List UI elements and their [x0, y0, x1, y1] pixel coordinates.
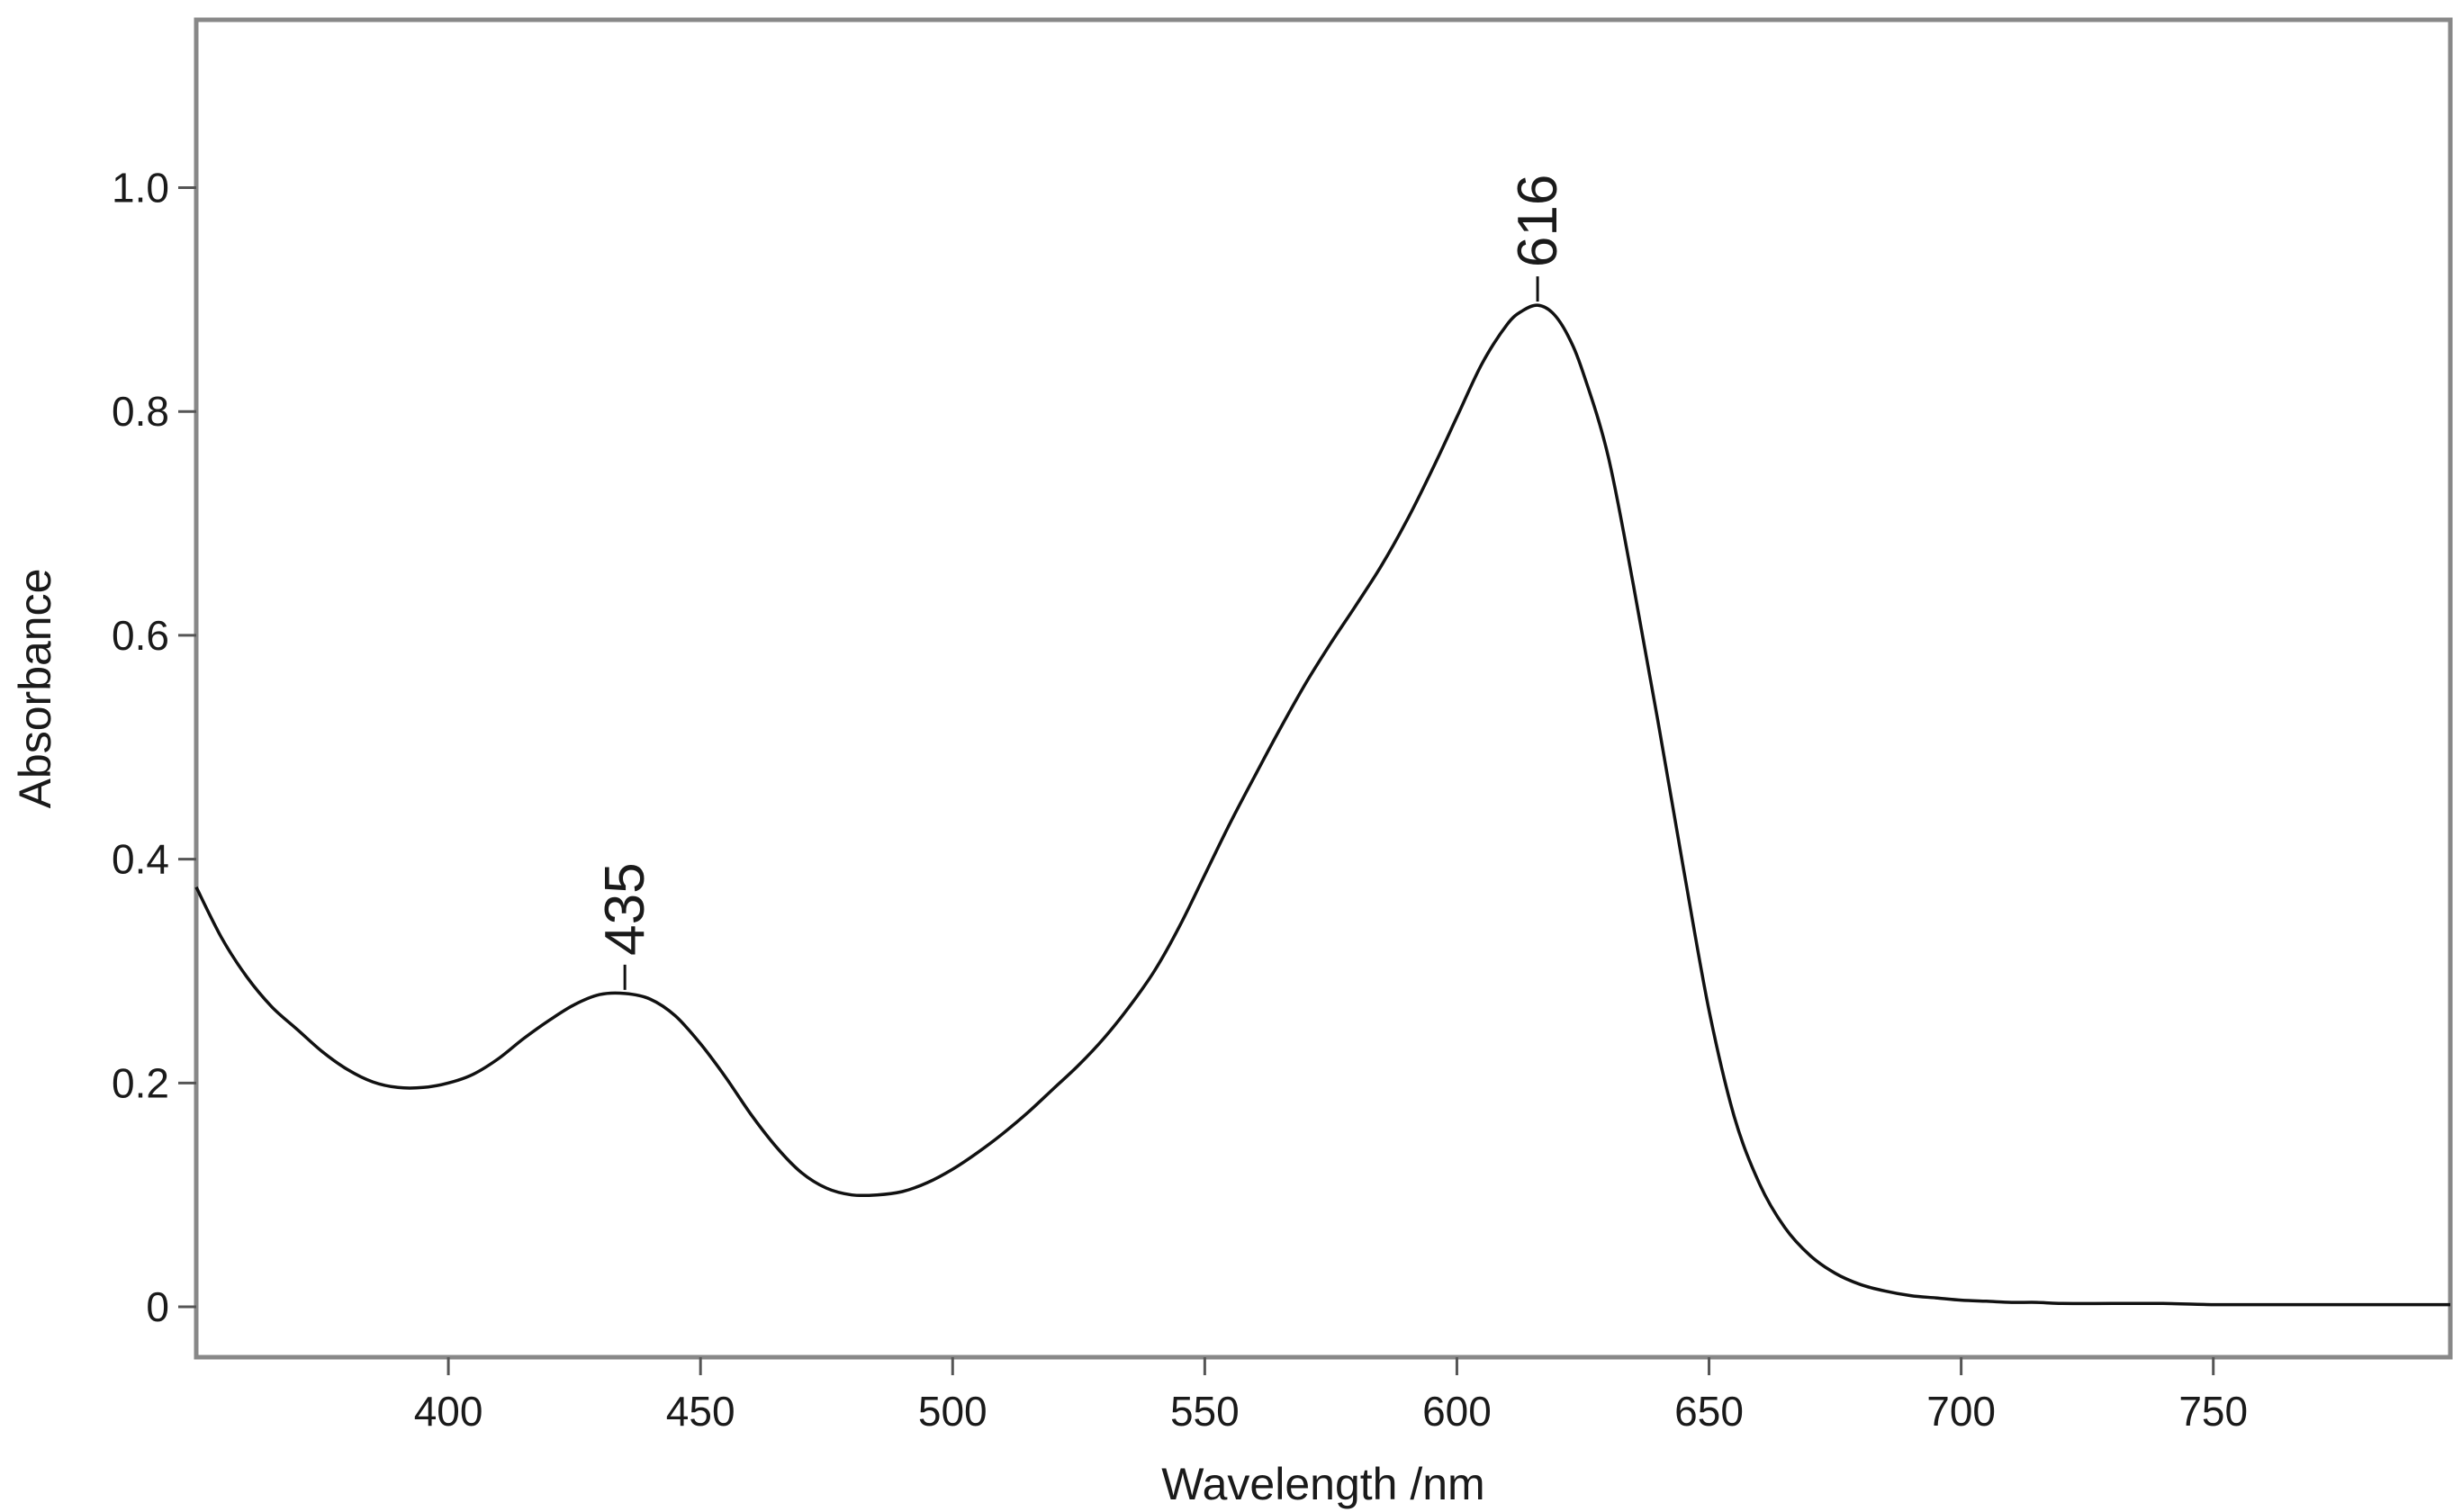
peak-label: 435 — [594, 862, 656, 955]
x-tick-label: 400 — [414, 1388, 483, 1435]
series-layer — [194, 303, 2450, 1307]
y-tick-label: 0 — [146, 1283, 169, 1330]
x-tick-label: 500 — [918, 1388, 988, 1435]
y-tick-label: 0.6 — [112, 612, 169, 659]
plot-frame — [194, 17, 2453, 1360]
peak-annotations: 435 616 — [594, 175, 1569, 990]
y-axis-title: Absorbance — [10, 569, 60, 809]
spectrum-line — [194, 303, 2450, 1307]
x-tick-label: 650 — [1674, 1388, 1744, 1435]
x-tick-label: 550 — [1170, 1388, 1240, 1435]
x-axis: 400 450 500 550 600 650 700 750 — [414, 1357, 2248, 1435]
x-tick-label: 700 — [1926, 1388, 1996, 1435]
x-tick-label: 750 — [2178, 1388, 2248, 1435]
x-axis-title: Wavelength /nm — [1161, 1459, 1484, 1509]
y-tick-label: 0.8 — [112, 388, 169, 435]
peak-label: 616 — [1507, 175, 1569, 267]
x-tick-label: 450 — [666, 1388, 735, 1435]
y-tick-label: 0.4 — [112, 836, 169, 883]
y-tick-label: 0.2 — [112, 1059, 169, 1106]
x-tick-label: 600 — [1422, 1388, 1492, 1435]
y-tick-label: 1.0 — [112, 165, 169, 212]
plot-border — [194, 17, 2453, 1360]
y-axis: 0 0.2 0.4 0.6 0.8 1.0 — [112, 165, 196, 1330]
